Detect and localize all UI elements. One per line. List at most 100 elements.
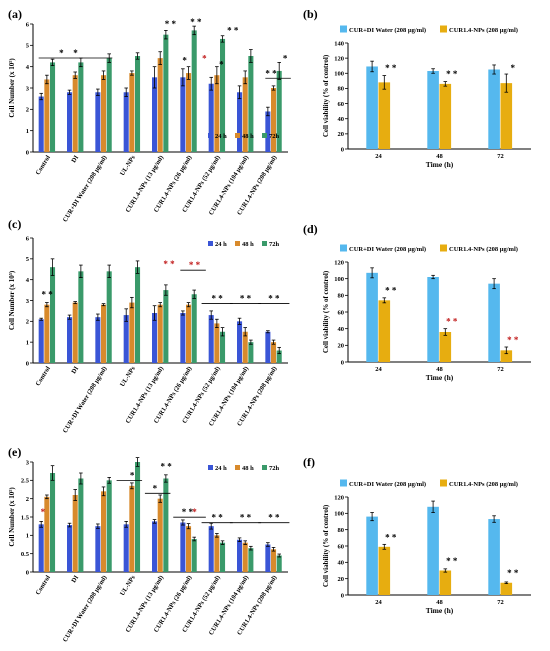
significance-marker: * *	[240, 294, 252, 304]
significance-marker: * *	[446, 556, 458, 566]
y-tick-label: 0	[26, 360, 29, 367]
legend-swatch	[235, 133, 240, 138]
legend-entry: CUR+DI Water (208 µg/ml)	[349, 246, 426, 253]
bar-e-s2-c0	[50, 473, 56, 572]
bar-a-s0-c8	[265, 111, 271, 152]
category-label: 48	[436, 599, 443, 606]
bar-e-s1-c3	[129, 485, 135, 572]
y-tick-label: 2	[26, 107, 29, 114]
bar-a-s1-c6	[214, 75, 220, 152]
bar-e-s1-c6	[214, 535, 220, 572]
bar-a-s0-c2	[95, 92, 101, 152]
bar-a-s2-c5	[191, 30, 197, 152]
legend-swatch	[440, 244, 447, 252]
legend-swatch	[208, 465, 213, 470]
y-tick-label: 120	[334, 259, 344, 266]
category-label: DI	[70, 365, 80, 375]
y-tick-label: 60	[338, 543, 345, 550]
bar-e-s1-c4	[157, 498, 163, 572]
panel-label: (c)	[8, 217, 21, 231]
chart-panel-d: (d) 0 20 40 60 80 100 120 Cell viability (% of c…	[303, 222, 531, 382]
y-tick-label: 120	[334, 494, 344, 501]
category-label: Control	[35, 154, 52, 176]
significance-marker: * *	[446, 317, 458, 327]
legend-entry: 72h	[269, 465, 280, 472]
y-tick-label: 2	[26, 319, 29, 326]
legend-swatch	[262, 133, 267, 138]
bar-e-s0-c5	[180, 522, 186, 572]
bar-a-s1-c5	[186, 73, 192, 152]
chart-panel-c: (c) 0 1 2 3 4 5 6 Cell Number (x 10⁵) Control DICU…	[8, 217, 290, 434]
legend-swatch	[235, 241, 240, 246]
bar-e-s1-c7	[242, 542, 248, 572]
y-tick-label: 3	[26, 298, 30, 305]
bar-c-s2-c2	[106, 271, 112, 363]
bar-b-s1-c1	[439, 83, 452, 149]
bar-a-s2-c8	[276, 70, 282, 152]
panel-label: (e)	[8, 445, 21, 459]
bar-c-s1-c1	[72, 302, 78, 363]
bar-c-s1-c7	[242, 331, 248, 363]
y-tick-label: 0	[26, 569, 29, 576]
y-tick-label: 20	[338, 131, 345, 138]
bar-c-s2-c8	[276, 350, 282, 363]
bar-e-s1-c5	[186, 526, 192, 572]
bar-c-s2-c6	[220, 331, 226, 363]
bar-e-s2-c1	[78, 478, 84, 572]
bar-e-s1-c1	[72, 495, 78, 572]
bar-f-s1-c1	[439, 570, 452, 595]
legend-entry: 48 h	[242, 133, 254, 140]
bar-a-s2-c4	[163, 34, 169, 152]
bar-b-s0-c0	[366, 66, 378, 149]
bar-c-s1-c8	[271, 342, 277, 363]
significance-marker: * *	[507, 568, 519, 578]
bar-c-s0-c2	[95, 317, 101, 363]
legend-entry: 72h	[269, 133, 280, 140]
bar-a-s2-c2	[106, 58, 112, 153]
bar-b-s0-c1	[427, 71, 439, 149]
y-tick-label: 1	[26, 339, 29, 346]
category-label: CUR+DI Water (208 µg/ml)	[62, 574, 109, 643]
legend-entry: CUR1.4-NPs (208 µg/ml)	[449, 27, 518, 34]
category-label: Control	[35, 574, 52, 596]
bar-d-s0-c1	[427, 277, 439, 362]
chart-panel-a: (a) 0 1 2 3 4 5 6 Cell Number (x 10⁵) Control DICU…	[8, 7, 291, 223]
bar-c-s0-c1	[67, 317, 73, 363]
significance-marker: *	[59, 48, 64, 58]
bar-e-s0-c1	[67, 525, 73, 572]
bar-d-s0-c2	[488, 283, 500, 362]
y-tick-label: 100	[334, 276, 344, 283]
legend-swatch	[440, 479, 447, 487]
y-tick-label: 140	[334, 40, 344, 47]
bar-c-s1-c4	[157, 304, 163, 363]
bar-d-s1-c2	[500, 350, 513, 362]
category-label: 24	[375, 599, 382, 606]
significance-marker: * *	[189, 260, 201, 270]
bar-a-s2-c3	[135, 56, 141, 152]
bar-c-s2-c5	[191, 294, 197, 363]
category-label: DI	[70, 154, 80, 164]
bar-e-s2-c4	[163, 478, 169, 572]
bar-d-s0-c0	[366, 272, 378, 362]
bar-a-s0-c0	[38, 96, 44, 152]
bar-d-s1-c1	[439, 332, 452, 362]
chart-panel-f: (f) 0 20 40 60 80 100 120 Cell viability (% of c…	[303, 455, 531, 615]
y-tick-label: 60	[338, 309, 345, 316]
bar-a-s1-c1	[72, 75, 78, 152]
category-label: 24	[375, 366, 382, 373]
bar-a-s2-c6	[220, 38, 226, 152]
y-tick-label: 3	[26, 85, 30, 92]
significance-marker: *	[510, 63, 515, 73]
significance-marker: * *	[165, 19, 177, 29]
bar-c-s0-c3	[123, 315, 129, 363]
significance-marker: * *	[385, 532, 397, 542]
legend-entry: 48 h	[242, 465, 254, 472]
significance-marker: * *	[268, 294, 280, 304]
significance-marker: *	[73, 48, 78, 58]
bar-c-s1-c6	[214, 323, 220, 363]
y-tick-label: 40	[338, 116, 345, 123]
bar-c-s1-c2	[101, 304, 107, 363]
legend-swatch	[208, 241, 213, 246]
significance-marker: * *	[190, 17, 202, 27]
y-tick-label: 1	[26, 128, 29, 135]
